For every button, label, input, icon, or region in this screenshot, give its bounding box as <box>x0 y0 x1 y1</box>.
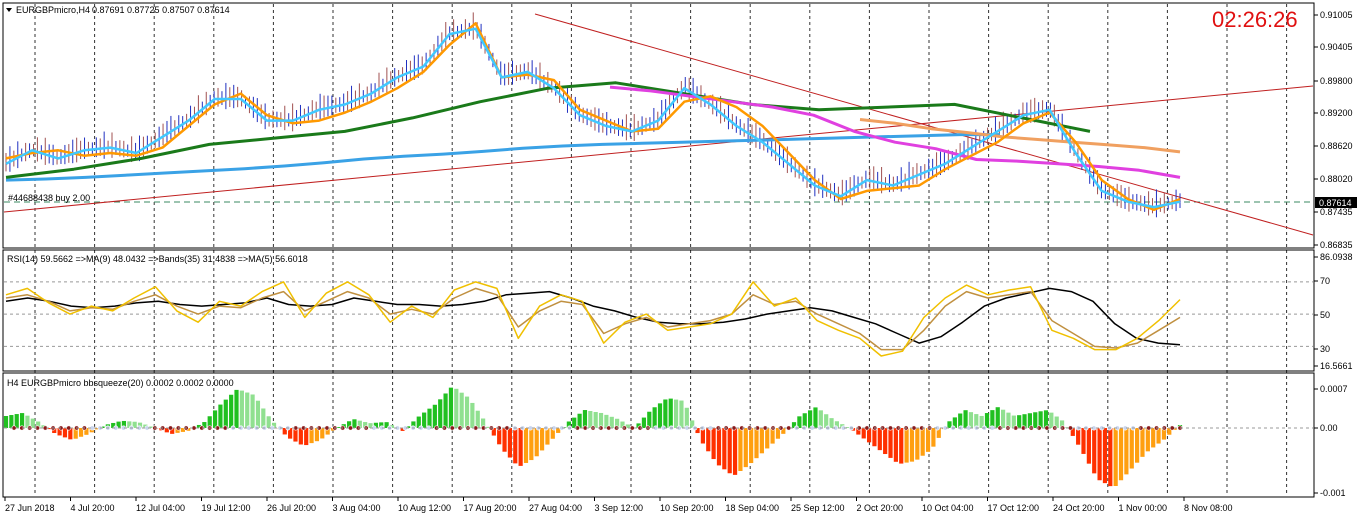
squeeze-pane-frame <box>2 372 1315 498</box>
price-tick-label: 0.88620 <box>1320 141 1353 151</box>
price-ma-line <box>5 22 1181 212</box>
rsi-tick-label: 16.5661 <box>1320 361 1353 371</box>
price-ma-line <box>859 118 1181 154</box>
time-tick-label: 17 Aug 20:00 <box>464 503 517 513</box>
squeeze-histogram <box>3 387 1313 487</box>
price-tick-label: 0.86835 <box>1320 240 1353 250</box>
price-series-group <box>5 22 1181 212</box>
price-ma-line <box>5 81 1091 179</box>
time-tick-label: 12 Jul 04:00 <box>136 503 185 513</box>
time-tick-label: 18 Sep 04:00 <box>726 503 780 513</box>
time-tick-label: 19 Jul 12:00 <box>202 503 251 513</box>
price-tick-label: 0.91005 <box>1320 10 1353 20</box>
squeeze-header: H4 EURGBPmicro bbsqueeze(20) 0.0002 0.00… <box>7 378 234 388</box>
time-tick-label: 8 Nov 08:00 <box>1184 503 1233 513</box>
time-tick-label: 24 Oct 20:00 <box>1053 503 1105 513</box>
current-price-value: 0.87614 <box>1319 198 1352 208</box>
current-price-tag <box>1315 197 1357 208</box>
symbol-title: EURGBPmicro,H4 <box>16 5 90 15</box>
price-ma-line <box>5 27 1181 209</box>
time-axis: 27 Jun 2018 4 Jul 20:00 12 Jul 04:00 19 Jul… <box>4 497 1233 513</box>
time-tick-label: 10 Oct 04:00 <box>922 503 974 513</box>
price-axis: 0.91005 0.90405 0.89800 0.89200 0.88620 0.880… <box>1314 10 1353 498</box>
price-tick-label: 0.87435 <box>1320 207 1353 217</box>
time-tick-label: 4 Jul 20:00 <box>71 503 115 513</box>
rsi-ma-line <box>5 287 1181 351</box>
rsi-bands-line <box>5 287 1181 346</box>
time-tick-label: 27 Jun 2018 <box>5 503 55 513</box>
time-tick-label: 10 Sep 20:00 <box>660 503 714 513</box>
dropdown-triangle-icon[interactable] <box>6 8 12 12</box>
price-pane-frame <box>2 2 1315 249</box>
rsi-series-group <box>5 281 1181 357</box>
price-tick-label: 0.90405 <box>1320 42 1353 52</box>
time-tick-label: 1 Nov 00:00 <box>1119 503 1168 513</box>
rsi-tick-label: 86.0938 <box>1320 252 1353 262</box>
trade-label: #44688438 buy 2.00 <box>8 193 90 203</box>
rsi-pane-frame <box>2 249 1315 372</box>
time-tick-label: 25 Sep 12:00 <box>791 503 845 513</box>
rsi-tick-label: 50 <box>1320 310 1330 320</box>
symbol-header: EURGBPmicro,H4 0.87691 0.87725 0.87507 0… <box>6 5 230 15</box>
time-tick-label: 17 Oct 12:00 <box>988 503 1040 513</box>
time-tick-label: 3 Sep 12:00 <box>595 503 644 513</box>
down-trendline <box>534 13 1314 236</box>
countdown-clock: 02:26:26 <box>1212 7 1298 32</box>
time-tick-label: 10 Aug 12:00 <box>398 503 451 513</box>
time-tick-label: 2 Oct 20:00 <box>857 503 904 513</box>
price-ma-line <box>5 133 1000 182</box>
price-tick-label: 0.89800 <box>1320 76 1353 86</box>
ohlc-values: 0.87691 0.87725 0.87507 0.87614 <box>92 5 230 15</box>
rsi-header: RSI(14) 59.5662 =>MA(9) 48.0432 =>Bands(… <box>7 254 308 264</box>
rsi-line <box>5 281 1181 357</box>
squeeze-tick-label: -0.001 <box>1320 488 1346 498</box>
rsi-tick-label: 70 <box>1320 276 1330 286</box>
time-tick-label: 27 Aug 04:00 <box>529 503 582 513</box>
rsi-tick-label: 30 <box>1320 344 1330 354</box>
up-trendline <box>3 85 1314 213</box>
price-tick-label: 0.88020 <box>1320 174 1353 184</box>
squeeze-tick-label: 0.00 <box>1320 423 1338 433</box>
time-tick-label: 3 Aug 04:00 <box>333 503 381 513</box>
price-tick-label: 0.89200 <box>1320 108 1353 118</box>
time-tick-label: 26 Jul 20:00 <box>267 503 316 513</box>
squeeze-tick-label: 0.0007 <box>1320 384 1348 394</box>
